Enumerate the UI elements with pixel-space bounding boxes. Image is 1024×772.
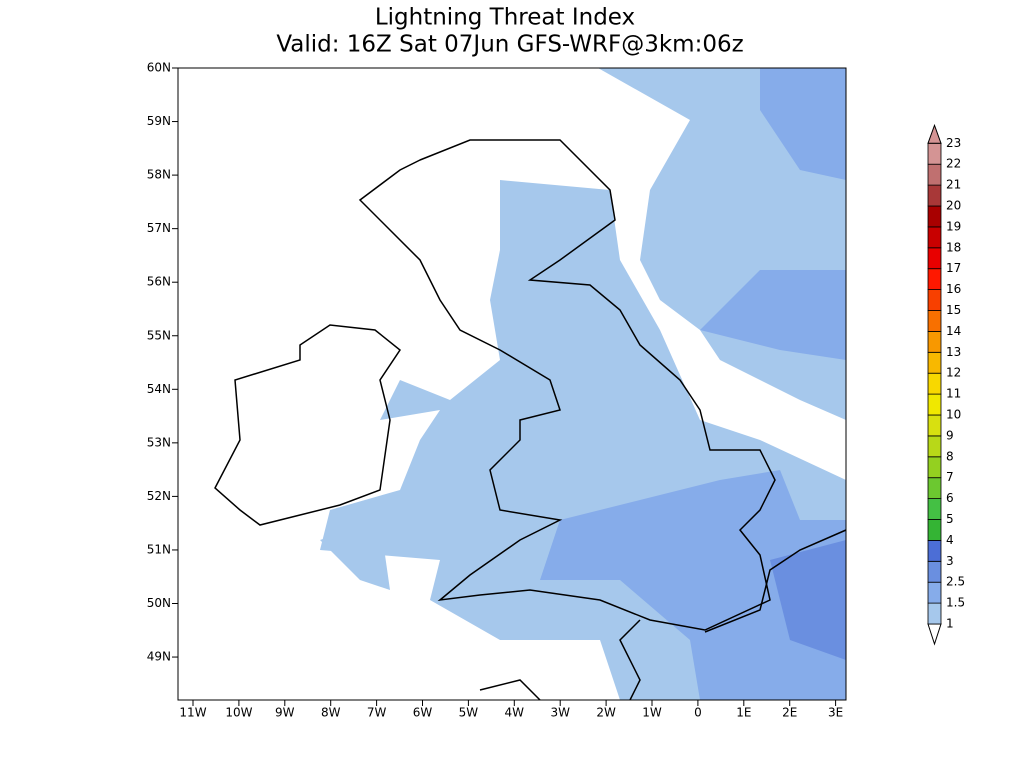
- lat-label: 53N: [147, 435, 171, 449]
- colorbar-label: 1.5: [946, 596, 965, 610]
- colorbar-label: 15: [946, 303, 961, 317]
- lon-label: 9W: [275, 706, 295, 720]
- lon-label: 2E: [782, 706, 797, 720]
- coastline-ireland: [214, 324, 402, 526]
- colorbar-segment: [927, 498, 942, 520]
- colorbar-label: 10: [946, 408, 961, 422]
- colorbar-segment: [927, 289, 942, 311]
- lon-label: 1W: [642, 706, 662, 720]
- colorbar-segment: [927, 519, 942, 541]
- lat-label: 60N: [147, 61, 171, 75]
- lat-label: 58N: [147, 168, 171, 182]
- colorbar-label: 14: [946, 324, 961, 338]
- shading-mid: [700, 270, 846, 360]
- colorbar-label: 5: [946, 512, 954, 526]
- colorbar-label: 1: [946, 617, 954, 631]
- plot-frame: [177, 67, 847, 701]
- subtitle: Valid: 16Z Sat 07Jun GFS-WRF@3km:06z: [276, 32, 743, 58]
- colorbar-label: 8: [946, 449, 954, 463]
- colorbar-segment: [927, 560, 942, 583]
- lon-label: 3W: [550, 706, 570, 720]
- lat-label: 54N: [147, 382, 171, 396]
- colorbar-high-arrow: [927, 123, 942, 144]
- colorbar-segment: [927, 393, 942, 416]
- colorbar-label: 19: [946, 219, 961, 233]
- colorbar-segment: [927, 184, 942, 207]
- colorbar-segment: [927, 268, 942, 291]
- colorbar-label: 13: [946, 345, 961, 359]
- shading-light: [320, 520, 390, 590]
- colorbar-segment: [927, 351, 942, 374]
- colorbar-label: 11: [946, 387, 961, 401]
- colorbar-label: 9: [946, 428, 954, 442]
- coastline-continent: [479, 529, 847, 701]
- lat-label: 49N: [147, 650, 171, 664]
- colorbar-label: 23: [946, 136, 961, 150]
- colorbar-segment: [927, 142, 942, 165]
- colorbar-segment: [927, 310, 942, 332]
- lat-label: 59N: [147, 114, 171, 128]
- lon-label: 3E: [828, 706, 843, 720]
- colorbar-segment: [927, 581, 942, 604]
- shading-dark: [770, 540, 846, 660]
- lon-label: 5W: [459, 706, 479, 720]
- lon-label: 0: [694, 706, 702, 720]
- colorbar-label: 16: [946, 282, 961, 296]
- colorbar-label: 17: [946, 261, 961, 275]
- colorbar-segment: [927, 456, 942, 479]
- lat-label: 57N: [147, 221, 171, 235]
- colorbar-label: 2.5: [946, 575, 965, 589]
- shading-mid: [540, 470, 846, 700]
- colorbar-segment: [927, 226, 942, 249]
- lat-label: 52N: [147, 489, 171, 503]
- title: Lightning Threat Index: [375, 5, 635, 31]
- lon-label: 2W: [596, 706, 616, 720]
- colorbar-low-arrow: [927, 623, 942, 646]
- lon-label: 7W: [367, 706, 387, 720]
- colorbar-segment: [927, 372, 942, 395]
- lat-label: 55N: [147, 328, 171, 342]
- lon-label: 6W: [413, 706, 433, 720]
- colorbar-label: 4: [946, 533, 954, 547]
- coastline-great-britain: [358, 139, 776, 631]
- shading-mid: [760, 68, 846, 180]
- lon-label: 11W: [179, 706, 206, 720]
- colorbar-segment: [927, 330, 942, 353]
- lat-label: 50N: [147, 596, 171, 610]
- colorbar-segment: [927, 414, 942, 437]
- colorbar-segment: [927, 540, 942, 562]
- colorbar-label: 6: [946, 491, 954, 505]
- colorbar-segment: [927, 435, 942, 458]
- colorbar-segment: [927, 163, 942, 186]
- colorbar-label: 21: [946, 178, 961, 192]
- lon-label: 8W: [321, 706, 341, 720]
- lon-label: 4W: [505, 706, 525, 720]
- colorbar-label: 22: [946, 157, 961, 171]
- colorbar-segment: [927, 205, 942, 228]
- colorbar-label: 20: [946, 199, 961, 213]
- colorbar-label: 3: [946, 554, 954, 568]
- lat-label: 56N: [147, 275, 171, 289]
- plot-area: [177, 67, 847, 701]
- colorbar-segment: [927, 247, 942, 270]
- colorbar-label: 7: [946, 470, 954, 484]
- lon-label: 1E: [736, 706, 751, 720]
- colorbar-label: 12: [946, 366, 961, 380]
- lat-label: 51N: [147, 542, 171, 556]
- colorbar-segment: [927, 477, 942, 500]
- colorbar-label: 18: [946, 240, 961, 254]
- colorbar-segment: [927, 602, 942, 625]
- lon-label: 10W: [225, 706, 252, 720]
